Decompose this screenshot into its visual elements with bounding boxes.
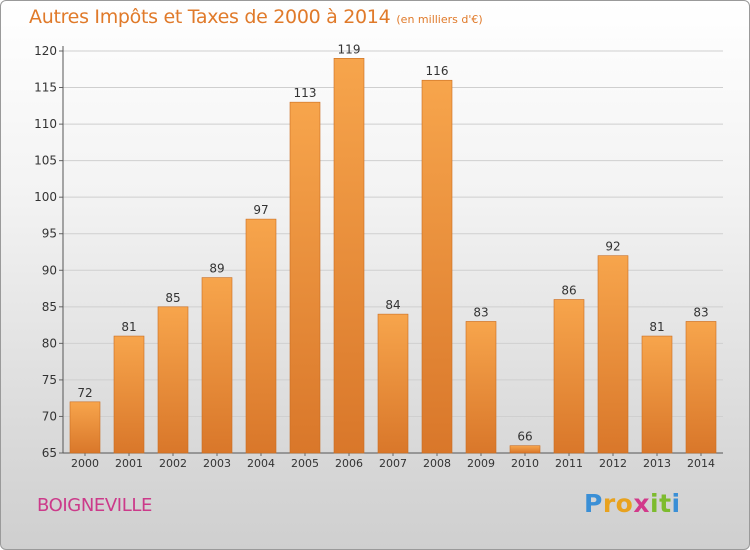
x-tick-label: 2011 <box>555 457 583 470</box>
y-tick-label: 70 <box>42 409 57 423</box>
data-label-2012: 92 <box>605 240 620 254</box>
logo-letter: i <box>650 489 660 518</box>
chart-title: Autres Impôts et Taxes de 2000 à 2014 <box>29 6 391 28</box>
y-tick-label: 80 <box>42 336 57 350</box>
data-label-2013: 81 <box>649 320 664 334</box>
bars <box>69 58 717 454</box>
x-tick-label: 2008 <box>423 457 451 470</box>
y-tick-label: 85 <box>42 300 57 314</box>
data-label-2003: 89 <box>209 262 224 276</box>
title-block: Autres Impôts et Taxes de 2000 à 2014 (en… <box>29 6 483 28</box>
data-label-2009: 83 <box>473 305 488 319</box>
bar-2002 <box>157 306 189 454</box>
data-label-2014: 83 <box>693 305 708 319</box>
commune-name: BOIGNEVILLE <box>37 495 152 516</box>
data-label-2000: 72 <box>77 386 92 400</box>
proxiti-logo[interactable]: Proxiti <box>584 489 681 518</box>
x-tick-label: 2006 <box>335 457 363 470</box>
x-tick-label: 2010 <box>511 457 539 470</box>
x-tick-label: 2005 <box>291 457 319 470</box>
x-tick-label: 2007 <box>379 457 407 470</box>
logo-letter: t <box>659 489 672 518</box>
y-tick-label: 65 <box>42 446 57 460</box>
data-labels: 72 81 85 89 97 113 119 84 116 83 66 86 92 81 83 <box>77 42 708 443</box>
data-label-2010: 66 <box>517 430 532 444</box>
data-label-2006: 119 <box>338 42 361 56</box>
logo-letter: o <box>615 489 634 518</box>
data-label-2004: 97 <box>253 203 268 217</box>
bar-2005 <box>289 101 321 454</box>
data-label-2002: 85 <box>165 291 180 305</box>
bar-2014 <box>685 321 717 454</box>
x-tick-label: 2001 <box>115 457 143 470</box>
bar-2012 <box>597 255 629 454</box>
logo-letter: x <box>633 489 650 518</box>
y-tick-label: 120 <box>34 44 57 58</box>
x-tick-label: 2004 <box>247 457 275 470</box>
logo-letter: i <box>671 489 681 518</box>
y-tick-label: 95 <box>42 227 57 241</box>
logo-letter: r <box>602 489 616 518</box>
x-tick-label: 2009 <box>467 457 495 470</box>
x-tick-label: 2013 <box>643 457 671 470</box>
axes: 65 70 75 80 85 90 95 100 105 110 115 120 2000 2001 200… <box>34 44 723 470</box>
y-tick-label: 90 <box>42 263 57 277</box>
bar-2007 <box>377 313 409 454</box>
bar-2006 <box>333 58 365 454</box>
bar-2001 <box>113 335 145 454</box>
bar-2000 <box>69 401 101 454</box>
data-label-2005: 113 <box>294 86 317 100</box>
x-tick-label: 2003 <box>203 457 231 470</box>
x-tick-label: 2014 <box>687 457 715 470</box>
data-label-2007: 84 <box>385 298 400 312</box>
data-label-2001: 81 <box>121 320 136 334</box>
x-tick-label: 2000 <box>71 457 99 470</box>
bar-2013 <box>641 335 673 454</box>
x-tick-label: 2002 <box>159 457 187 470</box>
logo-letter: P <box>584 489 603 518</box>
chart-subtitle: (en milliers d'€) <box>396 13 483 26</box>
bar-2008 <box>421 79 453 454</box>
bar-2011 <box>553 299 585 454</box>
y-tick-label: 100 <box>34 190 57 204</box>
y-tick-label: 105 <box>34 154 57 168</box>
y-tick-label: 75 <box>42 373 57 387</box>
data-label-2011: 86 <box>561 284 576 298</box>
data-label-2008: 116 <box>426 64 449 78</box>
y-tick-label: 115 <box>34 81 57 95</box>
bar-2010 <box>509 445 541 454</box>
x-tick-label: 2012 <box>599 457 627 470</box>
bar-2003 <box>201 277 233 454</box>
y-tick-label: 110 <box>34 117 57 131</box>
bar-2004 <box>245 218 277 454</box>
bar-2009 <box>465 321 497 454</box>
